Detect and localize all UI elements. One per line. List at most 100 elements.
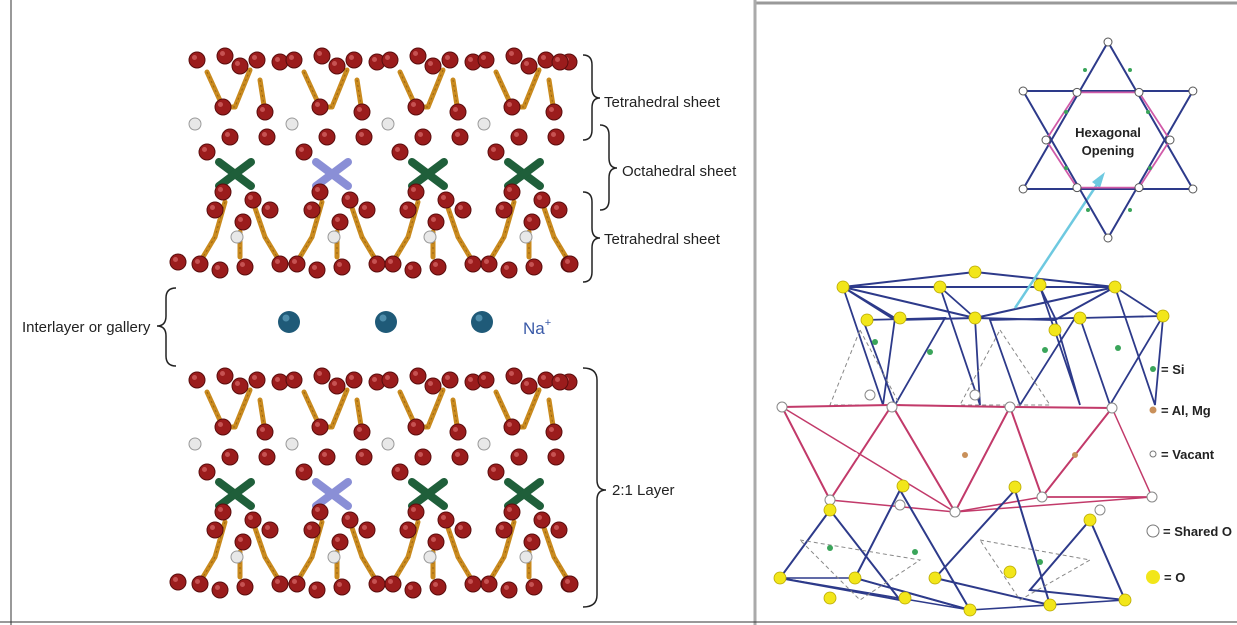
cation-site bbox=[962, 452, 968, 458]
hydrogen-atom bbox=[188, 437, 202, 451]
oxygen-atom bbox=[537, 51, 555, 69]
oxygen-atom bbox=[480, 255, 498, 273]
oxygen-atom bbox=[191, 575, 209, 593]
oxygen-highlight bbox=[220, 371, 225, 376]
oxygen-highlight bbox=[555, 57, 560, 62]
oxygen-highlight bbox=[491, 147, 496, 152]
cation-site bbox=[827, 545, 833, 551]
polyhedron-edge bbox=[1113, 284, 1164, 406]
hydrogen-atom bbox=[519, 230, 533, 244]
polyhedron-edge bbox=[1028, 518, 1127, 602]
oxygen-highlight bbox=[173, 577, 178, 582]
ring-oxygen bbox=[1041, 135, 1051, 145]
oxygen-atom bbox=[510, 448, 528, 466]
polyhedron-edge bbox=[779, 577, 971, 611]
oxygen-atom bbox=[454, 201, 472, 219]
bond-detail bbox=[427, 389, 444, 428]
oxygen-highlight bbox=[395, 147, 400, 152]
legend-swatch-al bbox=[1149, 406, 1157, 414]
brace-tetrahedral-top bbox=[582, 54, 601, 141]
oxygen-highlight bbox=[317, 371, 322, 376]
oxygen-highlight bbox=[385, 375, 390, 380]
oxygen-atom bbox=[968, 265, 982, 279]
oxygen-highlight bbox=[514, 132, 519, 137]
oxygen-highlight bbox=[248, 195, 253, 200]
ring-silicon bbox=[1148, 166, 1152, 170]
oxygen-atom bbox=[341, 511, 359, 529]
polyhedron-edge bbox=[778, 508, 903, 602]
oxygen-atom bbox=[449, 103, 467, 121]
oxygen-atom bbox=[407, 418, 425, 436]
oxygen-highlight bbox=[411, 187, 416, 192]
hydrogen-atom bbox=[477, 117, 491, 131]
ring-oxygen bbox=[1018, 86, 1028, 96]
oxygen-highlight bbox=[357, 107, 362, 112]
label-2-1-layer: 2:1 Layer bbox=[612, 482, 675, 499]
oxygen-atom bbox=[551, 53, 569, 71]
oxygen-highlight bbox=[332, 381, 337, 386]
sodium-ions bbox=[278, 311, 493, 333]
oxygen-highlight bbox=[372, 579, 377, 584]
oxygen-atom bbox=[258, 448, 276, 466]
oxygen-atom bbox=[211, 261, 229, 279]
oxygen-atom bbox=[429, 258, 447, 276]
bond-detail bbox=[399, 71, 417, 108]
oxygen-atom bbox=[214, 98, 232, 116]
ring-oxygen bbox=[1018, 184, 1028, 194]
oxygen-highlight bbox=[385, 55, 390, 60]
oxygen-atom bbox=[169, 573, 187, 591]
oxygen-atom bbox=[409, 367, 427, 385]
oxygen-atom bbox=[368, 575, 386, 593]
oxygen-atom bbox=[391, 463, 409, 481]
oxygen-highlight bbox=[260, 427, 265, 432]
oxygen-atom bbox=[384, 255, 402, 273]
oxygen-atom bbox=[414, 128, 432, 146]
oxygen-atom bbox=[311, 98, 329, 116]
legend-label-si: = Si bbox=[1161, 362, 1185, 377]
octahedral-bond bbox=[215, 478, 255, 510]
hydrogen-atom bbox=[519, 550, 533, 564]
oxygen-atom bbox=[550, 521, 568, 539]
oxygen-atom bbox=[303, 201, 321, 219]
hydrogen-atom bbox=[188, 117, 202, 131]
ring-silicon bbox=[1128, 68, 1132, 72]
oxygen-atom bbox=[399, 201, 417, 219]
oxygen-atom bbox=[963, 603, 977, 617]
hydrogen-atom bbox=[285, 117, 299, 131]
legend-swatch-si bbox=[1150, 366, 1156, 372]
oxygen-highlight bbox=[554, 205, 559, 210]
oxygen-atom bbox=[1156, 309, 1170, 323]
oxygen-highlight bbox=[235, 381, 240, 386]
oxygen-atom bbox=[236, 578, 254, 596]
oxygen-atom bbox=[1083, 513, 1097, 527]
hydrogen-atom bbox=[285, 437, 299, 451]
oxygen-highlight bbox=[395, 467, 400, 472]
oxygen-highlight bbox=[372, 377, 377, 382]
oxygen-atom bbox=[551, 373, 569, 391]
sodium-ion bbox=[471, 311, 493, 333]
bond-detail bbox=[303, 391, 321, 428]
oxygen-atom bbox=[487, 463, 505, 481]
oxygen-atom bbox=[1043, 598, 1057, 612]
oxygen-atom bbox=[525, 578, 543, 596]
bond-detail bbox=[523, 69, 540, 108]
oxygen-atom bbox=[545, 423, 563, 441]
oxygen-highlight bbox=[238, 537, 243, 542]
oxygen-atom bbox=[523, 533, 541, 551]
oxygen-highlight bbox=[357, 427, 362, 432]
oxygen-highlight bbox=[240, 262, 245, 267]
oxygen-highlight bbox=[468, 579, 473, 584]
oxygen-highlight bbox=[218, 507, 223, 512]
oxygen-atom bbox=[221, 128, 239, 146]
polyhedron-edge bbox=[1078, 315, 1165, 408]
oxygen-atom bbox=[500, 261, 518, 279]
hydrogen-atom bbox=[381, 437, 395, 451]
oxygen-atom bbox=[404, 261, 422, 279]
oxygen-atom bbox=[561, 255, 579, 273]
shared-oxygen bbox=[1106, 402, 1118, 414]
oxygen-atom bbox=[285, 371, 303, 389]
tot-polyhedra-diagram: Hexagonal Opening = Si = Al, Mg = Vacant… bbox=[773, 37, 1232, 617]
oxygen-atom bbox=[520, 57, 538, 75]
oxygen-atom bbox=[214, 183, 232, 201]
oxygen-highlight bbox=[408, 585, 413, 590]
